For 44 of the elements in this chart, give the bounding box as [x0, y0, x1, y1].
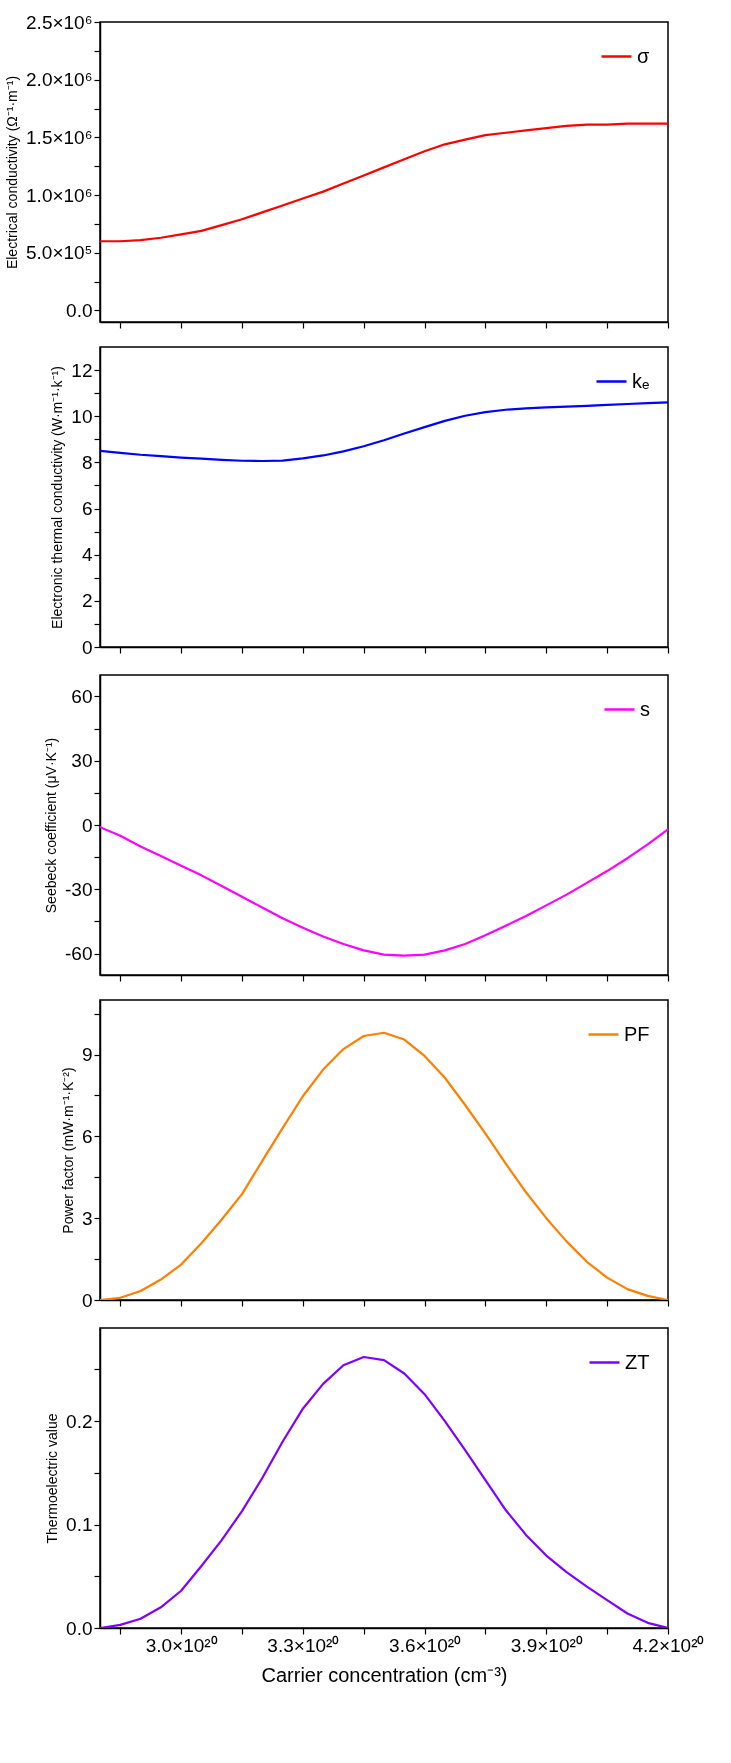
y-tick-label: -60 [65, 943, 93, 965]
y-tick-label: 6 [81, 1125, 93, 1147]
y-tick-label: 0 [81, 1289, 93, 1311]
y-tick-label: 2.0×10⁶ [26, 69, 93, 91]
y-tick-label: -30 [65, 878, 93, 900]
x-tick-label: 3.6×10²⁰ [389, 1634, 462, 1656]
y-tick-label: 5.0×10⁵ [25, 242, 93, 264]
line-series [100, 122, 668, 243]
y-axis-title: Seebeck coefficient (μV·K⁻¹) [43, 737, 60, 914]
y-tick-label: 1.5×10⁶ [26, 126, 93, 148]
x-tick-label: 3.0×10²⁰ [145, 1634, 218, 1656]
x-tick-label: 4.2×10²⁰ [632, 1634, 705, 1656]
x-axis-title: Carrier concentration (cm⁻³) [261, 1663, 508, 1686]
y-tick-label: 6 [81, 498, 93, 520]
y-tick-label: 2.5×10⁶ [26, 11, 93, 33]
y-tick-label: 10 [71, 405, 93, 427]
legend-label: ZT [625, 1350, 650, 1373]
y-axis-title: Thermoelectric value [44, 1413, 61, 1544]
y-tick-label: 4 [81, 544, 93, 566]
y-axis-title: Electronic thermal conductivity (W·m⁻¹·k⁻¹) [49, 366, 66, 629]
y-tick-label: 8 [81, 451, 93, 473]
x-tick-label: 3.9×10²⁰ [510, 1634, 583, 1656]
y-tick-label: 3 [81, 1207, 93, 1229]
y-tick-label: 1.0×10⁶ [26, 184, 93, 206]
line-series [100, 401, 668, 463]
y-tick-label: 0.2 [66, 1410, 93, 1432]
line-series [100, 826, 668, 957]
legend-label: PF [624, 1022, 650, 1045]
y-tick-label: 0 [81, 814, 93, 836]
legend-label: σ [637, 44, 650, 67]
y-tick-label: 60 [71, 685, 93, 707]
y-tick-label: 0 [81, 636, 93, 658]
y-tick-label: 2 [81, 590, 93, 612]
legend-label: s [640, 697, 650, 720]
y-tick-label: 0.0 [66, 1617, 93, 1639]
y-tick-label: 12 [71, 359, 93, 381]
y-tick-label: 0.1 [66, 1514, 93, 1536]
y-tick-label: 0.0 [66, 299, 93, 321]
y-tick-label: 30 [71, 750, 93, 772]
y-tick-label: 9 [81, 1044, 93, 1066]
y-axis-title: Electrical conductivity (Ω⁻¹·m⁻¹) [3, 75, 20, 270]
x-tick-label: 3.3×10²⁰ [267, 1634, 340, 1656]
y-axis-title: Power factor (mW·m⁻¹·K⁻²) [59, 1067, 76, 1234]
legend-label: kₑ [632, 369, 650, 392]
